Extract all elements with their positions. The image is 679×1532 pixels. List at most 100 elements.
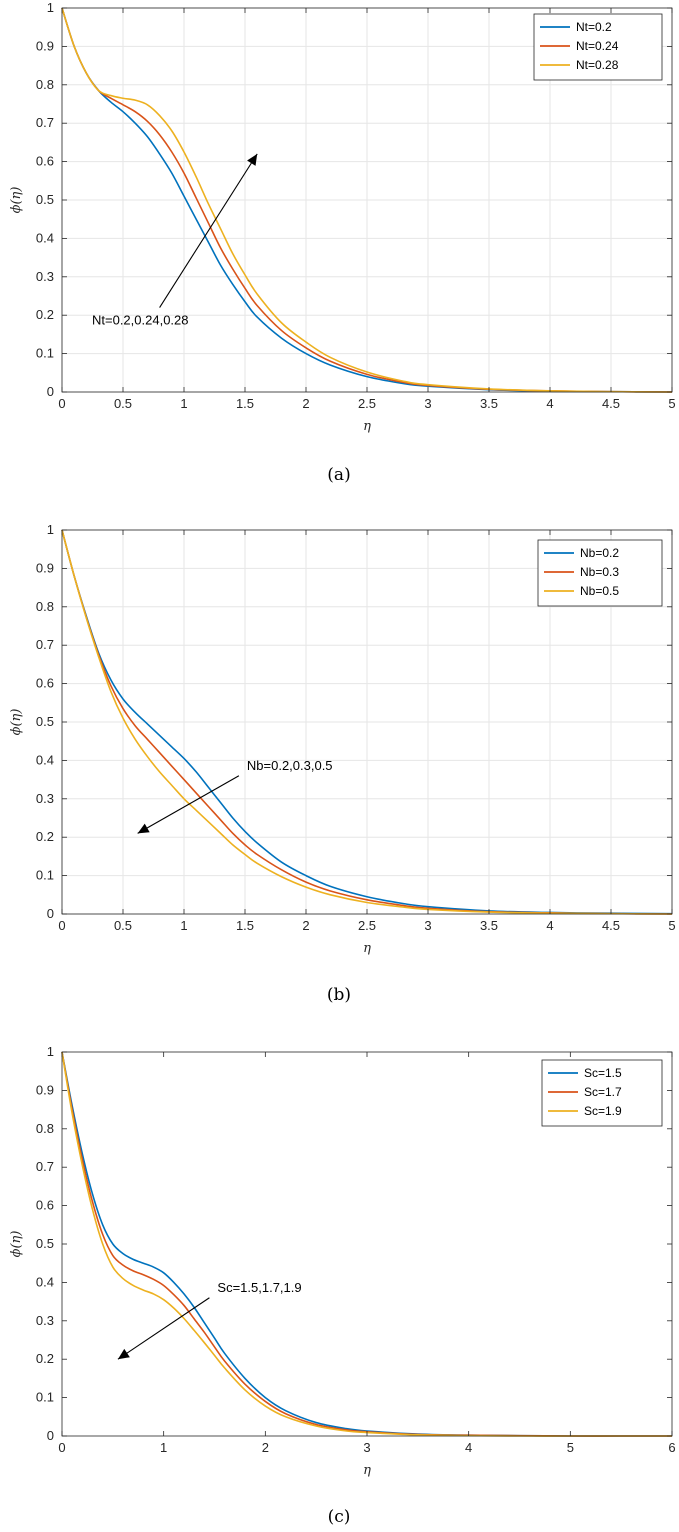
- y-axis-label: ϕ(η): [9, 187, 24, 214]
- x-tick-label: 4: [465, 1440, 472, 1455]
- y-tick-label: 0: [47, 906, 54, 921]
- x-tick-label: 0.5: [114, 918, 132, 933]
- legend-label: Nt=0.24: [576, 39, 619, 53]
- series-line-3: [61, 7, 673, 393]
- y-tick-label: 0.2: [36, 829, 54, 844]
- legend-label: Nb=0.5: [580, 584, 619, 598]
- y-axis-label: ϕ(η): [9, 709, 24, 736]
- x-tick-label: 1.5: [236, 396, 254, 411]
- x-tick-label: 3.5: [480, 396, 498, 411]
- annotation-arrow-head: [247, 153, 258, 166]
- x-tick-label: 5: [668, 918, 675, 933]
- x-tick-label: 1.5: [236, 918, 254, 933]
- legend-label: Sc=1.9: [584, 1104, 622, 1118]
- y-tick-label: 0.6: [36, 154, 54, 169]
- panel-a: 0 0.5 1 1.5 2 2.5 3 3.5 4 4.5 5 0 0.1 0.2 0.3 0.4 0.5 0.6…: [9, 0, 676, 485]
- x-tick-label: 0: [58, 918, 65, 933]
- annotation-text: Nt=0.2,0.24,0.28: [92, 313, 189, 328]
- y-tick-label: 0.9: [36, 1082, 54, 1097]
- series-line-3: [61, 529, 673, 915]
- y-tick-label: 1: [47, 522, 54, 537]
- y-tick-label: 0.3: [36, 1313, 54, 1328]
- x-tick-label: 2: [302, 396, 309, 411]
- y-tick-label: 0.5: [36, 192, 54, 207]
- y-tick-label: 0.8: [36, 599, 54, 614]
- y-tick-label: 0.7: [36, 115, 54, 130]
- legend-box: [541, 1059, 663, 1127]
- x-tick-label: 4: [546, 918, 553, 933]
- series-line-2: [61, 529, 673, 915]
- annotation-arrow-shaft: [137, 775, 240, 834]
- legend-label: Nb=0.2: [580, 546, 619, 560]
- y-tick-label: 0.3: [36, 269, 54, 284]
- x-tick-label: 6: [668, 1440, 675, 1455]
- y-tick-label: 0.2: [36, 307, 54, 322]
- series-line-3: [61, 1051, 672, 1437]
- y-tick-label: 0.5: [36, 714, 54, 729]
- y-tick-label: 1: [47, 0, 54, 15]
- y-tick-label: 0.6: [36, 1198, 54, 1213]
- y-tick-label: 1: [47, 1044, 54, 1059]
- annotation-arrow-head: [137, 823, 150, 834]
- x-tick-label: 4.5: [602, 396, 620, 411]
- annotation-text: Sc=1.5,1.7,1.9: [217, 1280, 301, 1295]
- y-tick-label: 0.9: [36, 38, 54, 53]
- x-tick-label: 2: [262, 1440, 269, 1455]
- y-tick-label: 0.1: [36, 1390, 54, 1405]
- legend-label: Sc=1.5: [584, 1066, 622, 1080]
- x-tick-label: 2.5: [358, 396, 376, 411]
- annotation-text: Nb=0.2,0.3,0.5: [247, 758, 333, 773]
- x-tick-label: 3.5: [480, 918, 498, 933]
- y-axis-label: ϕ(η): [9, 1231, 24, 1258]
- panel-c: 0 1 2 3 4 5 6 0 0.1 0.2 0.3 0.4 0.5 0.6 0.7 0.8 0.9 1 η ϕ(η…: [9, 1044, 676, 1527]
- panel-b: 0 0.5 1 1.5 2 2.5 3 3.5 4 4.5 5 0 0.1 0.2 0.3 0.4 0.5 0.6…: [9, 522, 676, 1005]
- legend-label: Nt=0.28: [576, 58, 619, 72]
- y-tick-label: 0.7: [36, 637, 54, 652]
- annotation-arrow-head: [117, 1348, 130, 1360]
- y-tick-label: 0.1: [36, 868, 54, 883]
- x-tick-label: 0: [58, 396, 65, 411]
- legend-box: [533, 13, 663, 81]
- annotation-arrow-shaft: [117, 1297, 210, 1360]
- x-tick-label: 4: [546, 396, 553, 411]
- x-tick-label: 5: [567, 1440, 574, 1455]
- legend-label: Sc=1.7: [584, 1085, 622, 1099]
- x-tick-label: 1: [180, 918, 187, 933]
- legend-box: [537, 539, 663, 607]
- x-tick-label: 4.5: [602, 918, 620, 933]
- x-tick-label: 3: [424, 918, 431, 933]
- x-tick-label: 1: [160, 1440, 167, 1455]
- y-tick-label: 0.3: [36, 791, 54, 806]
- figure-caption: (c): [328, 1507, 351, 1527]
- y-tick-label: 0: [47, 384, 54, 399]
- y-tick-label: 0.4: [36, 1274, 54, 1289]
- x-tick-label: 2.5: [358, 918, 376, 933]
- legend-label: Nb=0.3: [580, 565, 619, 579]
- x-tick-label: 3: [363, 1440, 370, 1455]
- x-axis-label: η: [363, 941, 371, 956]
- y-tick-label: 0.5: [36, 1236, 54, 1251]
- y-tick-label: 0.4: [36, 230, 54, 245]
- y-tick-label: 0.6: [36, 676, 54, 691]
- x-tick-label: 3: [424, 396, 431, 411]
- y-tick-label: 0: [47, 1428, 54, 1443]
- y-tick-label: 0.7: [36, 1159, 54, 1174]
- y-tick-label: 0.2: [36, 1351, 54, 1366]
- figure-caption: (a): [327, 465, 350, 485]
- y-tick-label: 0.9: [36, 560, 54, 575]
- y-tick-label: 0.1: [36, 346, 54, 361]
- x-tick-label: 1: [180, 396, 187, 411]
- series-line-2: [61, 7, 673, 393]
- annotation-arrow-shaft: [159, 153, 258, 308]
- x-tick-label: 5: [668, 396, 675, 411]
- y-tick-label: 0.8: [36, 1121, 54, 1136]
- y-tick-label: 0.4: [36, 752, 54, 767]
- series-line-1: [61, 529, 673, 915]
- legend-label: Nt=0.2: [576, 20, 612, 34]
- x-axis-label: η: [363, 1463, 371, 1478]
- x-tick-label: 0: [58, 1440, 65, 1455]
- x-tick-label: 2: [302, 918, 309, 933]
- y-tick-label: 0.8: [36, 77, 54, 92]
- x-axis-label: η: [363, 419, 371, 434]
